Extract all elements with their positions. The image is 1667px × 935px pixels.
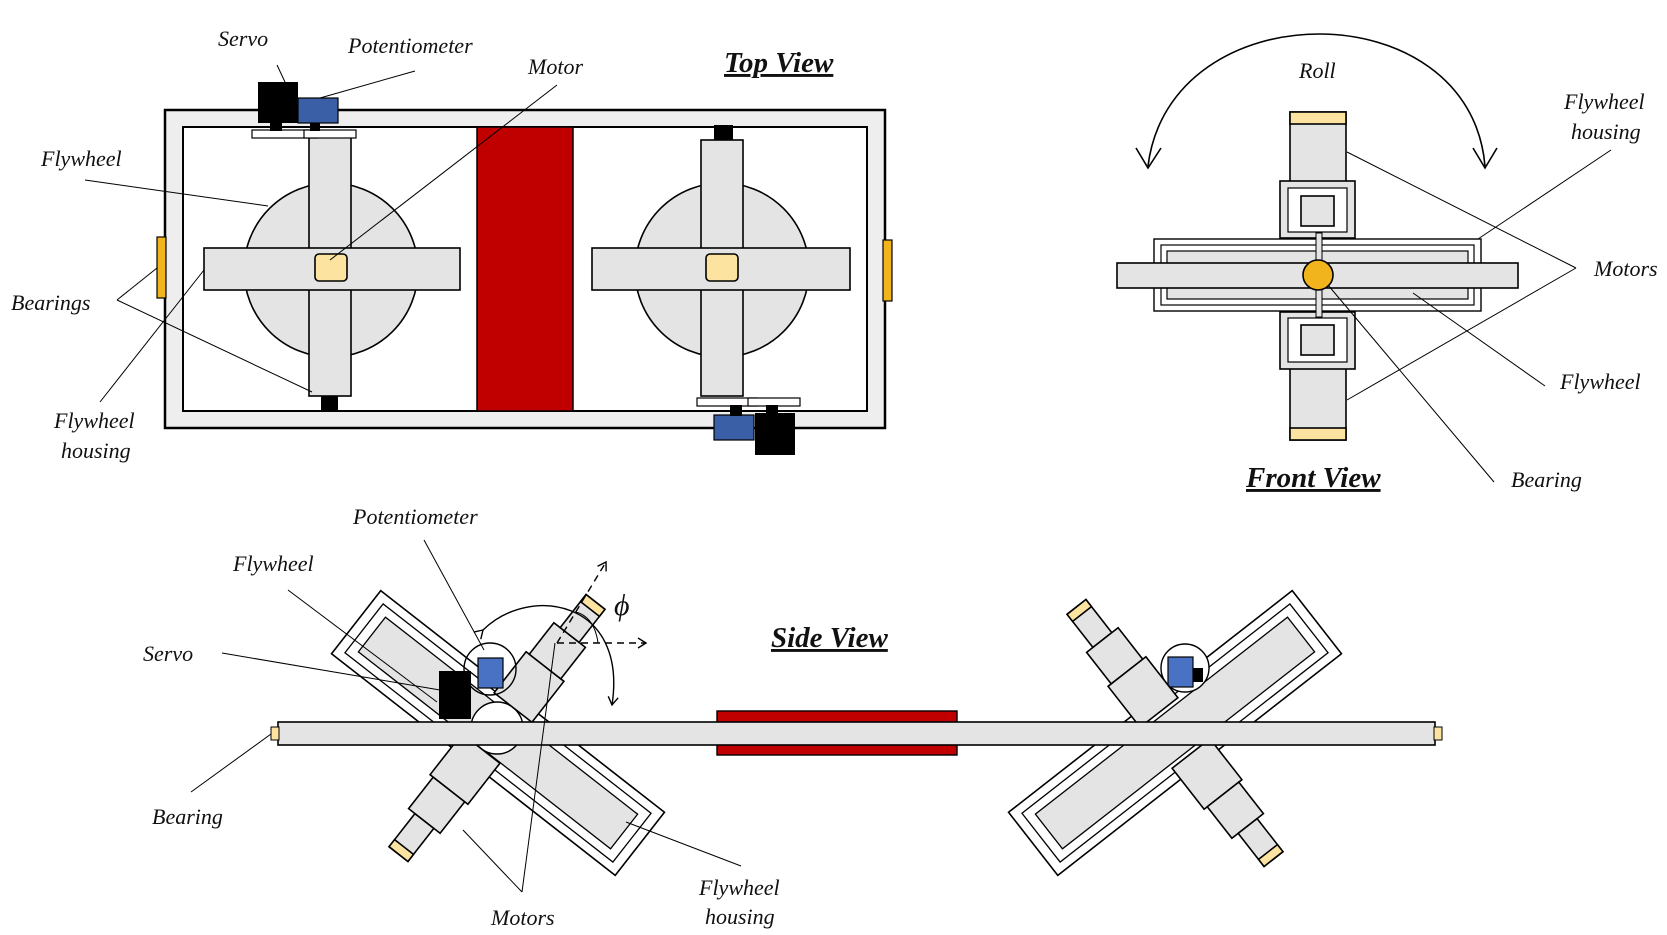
top-label-housing-1: Flywheel <box>53 408 135 433</box>
side-label-phi: ϕ <box>614 589 630 622</box>
side-motor-column-right <box>1065 598 1285 868</box>
top-shaft-end-right <box>714 125 733 140</box>
top-potentiometer-left <box>297 97 339 124</box>
top-servo-right-stem <box>730 405 742 416</box>
front-bearing-cap-top <box>1289 111 1347 125</box>
side-label-housing-1: Flywheel <box>698 875 780 900</box>
top-label-housing-2: housing <box>61 438 131 463</box>
side-main-bar <box>277 721 1436 746</box>
top-label-potentiometer: Potentiometer <box>347 33 473 58</box>
front-roll-arrow <box>1147 33 1486 167</box>
top-servo-left-stem <box>270 121 282 131</box>
top-view: Servo Potentiometer Motor Top View Flywh… <box>11 26 893 463</box>
side-label-flywheel: Flywheel <box>232 551 314 576</box>
side-label-housing-2: housing <box>705 904 775 929</box>
side-bearing-left <box>270 726 280 741</box>
top-label-flywheel: Flywheel <box>40 146 122 171</box>
front-label-housing-2: housing <box>1571 119 1641 144</box>
front-bearing-cap-bottom <box>1289 427 1347 441</box>
side-label-potentiometer: Potentiometer <box>352 504 478 529</box>
side-bearing-right <box>1433 726 1443 741</box>
top-flywheel-right-assembly <box>591 125 851 455</box>
top-shaft-end-left <box>321 396 338 410</box>
top-servo-left <box>258 82 298 123</box>
top-flywheel-left-assembly <box>203 82 461 410</box>
top-label-servo: Servo <box>218 26 268 51</box>
side-view-title: Side View <box>771 622 888 654</box>
front-view-title: Front View <box>1245 462 1381 494</box>
side-view: Potentiometer Flywheel Servo ϕ Side View… <box>143 504 1443 930</box>
side-label-motors: Motors <box>490 905 555 930</box>
top-label-bearings: Bearings <box>11 290 90 315</box>
top-bearing-right <box>882 239 893 302</box>
top-gear-plate-right-b <box>747 397 801 407</box>
side-phi-axis-tilted <box>556 560 607 644</box>
top-pot-left-stem <box>310 121 320 131</box>
side-label-servo: Servo <box>143 641 193 666</box>
side-potentiometer-right <box>1167 656 1194 688</box>
top-servo-right <box>755 413 795 455</box>
top-pot-right-stem <box>766 405 778 415</box>
top-gear-plate-left-b <box>303 129 357 139</box>
front-label-motors: Motors <box>1593 256 1658 281</box>
top-potentiometer-right <box>713 414 755 441</box>
side-label-bearing: Bearing <box>152 804 223 829</box>
top-view-title: Top View <box>724 47 834 79</box>
front-view: Roll Flywheel housing Motors Flywheel Be… <box>1116 33 1658 494</box>
side-potentiometer-left <box>477 657 504 689</box>
top-label-motor: Motor <box>527 54 583 79</box>
side-phi-arc-arrow <box>473 604 619 707</box>
top-bearing-left <box>156 236 167 299</box>
top-motor-block <box>476 126 574 412</box>
side-servo-left <box>439 671 471 719</box>
front-label-flywheel: Flywheel <box>1559 369 1641 394</box>
front-label-bearing: Bearing <box>1511 467 1582 492</box>
front-label-housing-1: Flywheel <box>1563 89 1645 114</box>
front-bearing <box>1302 259 1334 291</box>
top-bearing-center-left <box>314 253 348 282</box>
front-label-roll: Roll <box>1298 58 1336 83</box>
top-bearing-center-right <box>705 253 739 282</box>
